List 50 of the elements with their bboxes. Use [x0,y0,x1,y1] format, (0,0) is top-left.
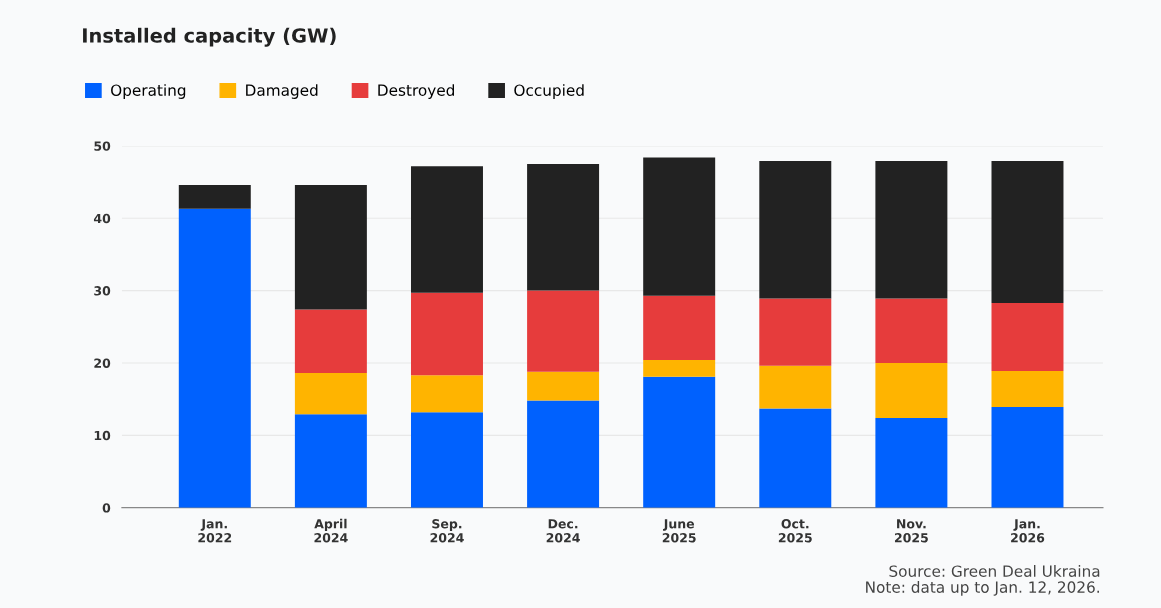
legend-label: Damaged [246,84,318,99]
bar [410,166,483,293]
bar [759,365,832,409]
bar [875,161,948,299]
bar [643,295,716,361]
bar [991,302,1064,371]
bar [875,417,948,508]
y-tick-label: 30 [94,286,111,296]
y-tick-label: 0 [102,503,111,513]
bar [875,298,948,363]
bar [527,400,600,508]
bar [294,414,367,508]
bar [294,309,367,374]
bar [294,184,367,310]
bar [875,362,948,418]
y-tick-label: 20 [94,358,111,368]
bar [991,370,1064,408]
x-tick-label: Oct. 2025 [778,519,812,543]
legend-label: Occupied [514,84,584,99]
bar [759,408,832,508]
bar [178,184,251,209]
bar [527,164,600,291]
x-tick-label: April 2024 [314,518,348,543]
bar [991,407,1064,508]
y-tick-label: 50 [94,141,111,151]
bar [643,376,716,508]
bar [410,375,483,413]
source-note: Source: Green Deal Ukraina Note: data up to Jan. 12, 2026. [866,565,1100,596]
bar [410,412,483,508]
bar [294,373,367,415]
chart-title: Installed capacity (GW) [83,27,336,47]
y-tick-label: 10 [94,430,111,441]
bar [643,360,716,377]
x-tick-label: Jan. 2022 [198,519,232,543]
bar [759,161,832,299]
bar [527,371,600,401]
bar [643,157,716,296]
bar [178,208,251,508]
bar [991,161,1064,303]
bar [410,292,483,376]
bar [527,290,600,372]
legend-label: Destroyed [378,84,454,99]
x-tick-label: Dec. 2024 [546,519,580,543]
y-tick-label: 40 [93,213,111,224]
x-tick-label: Sep. 2024 [430,519,464,543]
x-tick-label: Nov. 2025 [894,519,928,543]
x-tick-label: Jan. 2026 [1011,519,1045,543]
x-tick-label: June 2025 [662,519,696,543]
legend-label: Operating [111,84,186,99]
bar [759,298,832,366]
